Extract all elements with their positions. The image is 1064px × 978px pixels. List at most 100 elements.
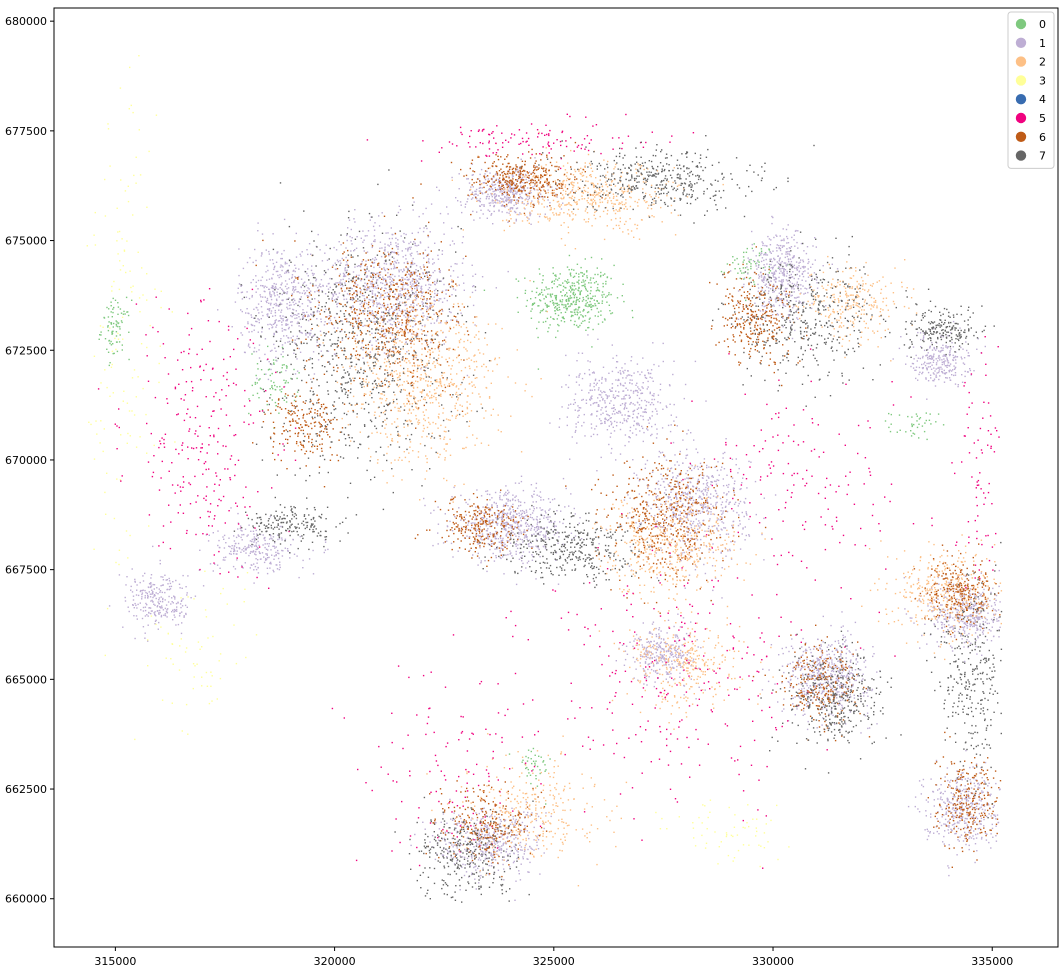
point-series-0 bbox=[106, 349, 107, 350]
point-series-1 bbox=[778, 277, 779, 278]
point-series-0 bbox=[122, 344, 123, 345]
point-series-0 bbox=[534, 763, 535, 764]
point-series-1 bbox=[768, 287, 769, 288]
point-series-1 bbox=[944, 619, 945, 620]
point-series-1 bbox=[525, 515, 526, 516]
point-series-1 bbox=[952, 629, 953, 630]
point-series-1 bbox=[791, 638, 792, 639]
point-series-0 bbox=[930, 413, 931, 414]
point-series-1 bbox=[511, 516, 512, 517]
point-series-1 bbox=[690, 510, 691, 511]
point-series-1 bbox=[765, 254, 766, 255]
point-series-1 bbox=[507, 522, 508, 523]
point-series-1 bbox=[732, 477, 733, 478]
point-series-1 bbox=[257, 222, 258, 223]
point-series-1 bbox=[531, 484, 532, 485]
point-series-1 bbox=[981, 655, 982, 656]
point-series-1 bbox=[784, 291, 785, 292]
point-series-1 bbox=[832, 688, 833, 689]
point-series-0 bbox=[527, 300, 528, 301]
point-series-1 bbox=[817, 672, 818, 673]
point-series-1 bbox=[721, 597, 722, 598]
point-series-1 bbox=[277, 294, 278, 295]
point-series-1 bbox=[687, 494, 688, 495]
point-series-1 bbox=[279, 277, 280, 278]
point-series-1 bbox=[414, 288, 415, 289]
point-series-0 bbox=[550, 301, 551, 302]
point-series-1 bbox=[710, 514, 711, 515]
point-series-1 bbox=[392, 324, 393, 325]
point-series-1 bbox=[844, 641, 845, 642]
point-series-1 bbox=[816, 279, 817, 280]
point-series-0 bbox=[538, 321, 539, 322]
point-series-1 bbox=[379, 225, 380, 226]
point-series-1 bbox=[253, 351, 254, 352]
point-series-0 bbox=[107, 325, 108, 326]
point-series-1 bbox=[365, 260, 366, 261]
point-series-1 bbox=[258, 349, 259, 350]
point-series-1 bbox=[408, 279, 409, 280]
point-series-0 bbox=[535, 775, 536, 776]
point-series-0 bbox=[118, 306, 119, 307]
point-series-1 bbox=[968, 641, 969, 642]
point-series-1 bbox=[390, 242, 391, 243]
point-series-1 bbox=[803, 271, 804, 272]
point-series-1 bbox=[273, 263, 274, 264]
point-series-1 bbox=[516, 220, 517, 221]
point-series-1 bbox=[629, 512, 630, 513]
point-series-0 bbox=[258, 397, 259, 398]
point-series-1 bbox=[411, 285, 412, 286]
point-series-1 bbox=[480, 562, 481, 563]
point-series-1 bbox=[238, 248, 239, 249]
point-series-1 bbox=[496, 503, 497, 504]
point-series-1 bbox=[439, 298, 440, 299]
point-series-1 bbox=[523, 203, 524, 204]
point-series-1 bbox=[820, 644, 821, 645]
point-series-1 bbox=[689, 514, 690, 515]
point-series-1 bbox=[516, 219, 517, 220]
point-series-1 bbox=[674, 523, 675, 524]
point-series-1 bbox=[408, 316, 409, 317]
point-series-1 bbox=[674, 464, 675, 465]
point-series-1 bbox=[806, 659, 807, 660]
point-series-0 bbox=[585, 305, 586, 306]
point-series-1 bbox=[375, 257, 376, 258]
point-series-1 bbox=[262, 285, 263, 286]
point-series-1 bbox=[500, 557, 501, 558]
point-series-1 bbox=[392, 274, 393, 275]
point-series-1 bbox=[979, 619, 980, 620]
point-series-1 bbox=[479, 510, 480, 511]
point-series-1 bbox=[645, 464, 646, 465]
point-series-1 bbox=[442, 310, 443, 311]
point-series-1 bbox=[702, 490, 703, 491]
point-series-1 bbox=[537, 523, 538, 524]
point-series-1 bbox=[479, 547, 480, 548]
point-series-1 bbox=[310, 357, 311, 358]
point-series-1 bbox=[951, 647, 952, 648]
point-series-1 bbox=[802, 667, 803, 668]
point-series-1 bbox=[286, 263, 287, 264]
point-series-0 bbox=[484, 290, 485, 291]
point-series-1 bbox=[782, 281, 783, 282]
point-series-1 bbox=[316, 345, 317, 346]
point-series-1 bbox=[388, 354, 389, 355]
point-series-1 bbox=[854, 680, 855, 681]
point-series-1 bbox=[652, 472, 653, 473]
point-series-1 bbox=[272, 326, 273, 327]
point-series-1 bbox=[777, 244, 778, 245]
point-series-1 bbox=[260, 285, 261, 286]
point-series-1 bbox=[339, 283, 340, 284]
point-series-1 bbox=[489, 196, 490, 197]
point-series-1 bbox=[241, 292, 242, 293]
point-series-1 bbox=[741, 482, 742, 483]
point-series-1 bbox=[806, 706, 807, 707]
point-series-1 bbox=[346, 261, 347, 262]
point-series-1 bbox=[704, 458, 705, 459]
point-series-1 bbox=[285, 280, 286, 281]
point-series-1 bbox=[758, 287, 759, 288]
point-series-1 bbox=[330, 320, 331, 321]
point-series-1 bbox=[393, 282, 394, 283]
point-series-1 bbox=[288, 287, 289, 288]
point-series-1 bbox=[381, 247, 382, 248]
point-series-1 bbox=[647, 502, 648, 503]
